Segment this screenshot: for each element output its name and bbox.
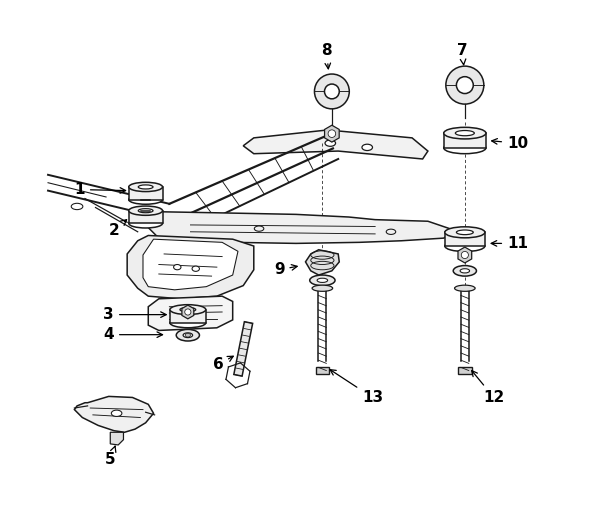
Text: 1: 1: [75, 182, 126, 197]
Ellipse shape: [312, 285, 333, 291]
Text: 9: 9: [274, 262, 297, 277]
Ellipse shape: [445, 241, 485, 252]
Ellipse shape: [456, 230, 473, 235]
Ellipse shape: [192, 266, 200, 271]
Polygon shape: [148, 296, 233, 331]
Circle shape: [314, 74, 349, 109]
Ellipse shape: [128, 195, 163, 204]
Polygon shape: [305, 250, 339, 275]
Circle shape: [461, 251, 468, 259]
Bar: [445, 232, 485, 246]
Polygon shape: [110, 432, 124, 445]
Polygon shape: [75, 396, 153, 432]
Polygon shape: [182, 305, 194, 319]
Ellipse shape: [460, 269, 469, 273]
Ellipse shape: [128, 218, 163, 228]
Polygon shape: [458, 247, 472, 263]
Text: 6: 6: [213, 356, 233, 372]
Polygon shape: [234, 322, 253, 376]
Ellipse shape: [128, 183, 163, 191]
Text: 11: 11: [491, 236, 528, 251]
Bar: [458, 367, 472, 374]
Ellipse shape: [180, 307, 196, 312]
Text: 4: 4: [104, 327, 163, 342]
Ellipse shape: [173, 264, 181, 270]
Ellipse shape: [325, 140, 336, 147]
Ellipse shape: [444, 142, 486, 154]
Ellipse shape: [444, 127, 486, 139]
Polygon shape: [324, 125, 339, 142]
Ellipse shape: [139, 208, 153, 213]
Text: 8: 8: [321, 43, 332, 69]
Circle shape: [446, 66, 484, 104]
Circle shape: [324, 84, 339, 99]
Circle shape: [456, 77, 473, 94]
Text: 7: 7: [457, 43, 468, 65]
Ellipse shape: [455, 131, 474, 136]
Text: 12: 12: [472, 371, 504, 405]
Ellipse shape: [310, 275, 335, 286]
Text: 2: 2: [108, 220, 127, 238]
Text: 13: 13: [330, 370, 383, 405]
Polygon shape: [148, 212, 454, 243]
Polygon shape: [143, 239, 238, 290]
Ellipse shape: [317, 278, 327, 282]
Ellipse shape: [362, 144, 372, 151]
Bar: [170, 309, 206, 323]
Circle shape: [328, 130, 336, 138]
Ellipse shape: [183, 333, 192, 338]
Text: 10: 10: [492, 135, 528, 151]
Ellipse shape: [176, 330, 200, 341]
Ellipse shape: [111, 410, 122, 416]
Text: 3: 3: [104, 307, 166, 322]
Ellipse shape: [445, 227, 485, 238]
Bar: [444, 133, 486, 148]
Bar: [316, 367, 329, 374]
Ellipse shape: [455, 285, 475, 291]
Ellipse shape: [170, 318, 206, 328]
Bar: [128, 211, 163, 223]
Ellipse shape: [453, 266, 477, 276]
Bar: [128, 187, 163, 199]
Ellipse shape: [139, 185, 153, 189]
Ellipse shape: [128, 206, 163, 215]
Circle shape: [185, 309, 191, 315]
Text: 5: 5: [105, 446, 116, 467]
Polygon shape: [127, 235, 254, 299]
Ellipse shape: [185, 333, 191, 337]
Ellipse shape: [170, 305, 206, 315]
Polygon shape: [243, 130, 428, 159]
